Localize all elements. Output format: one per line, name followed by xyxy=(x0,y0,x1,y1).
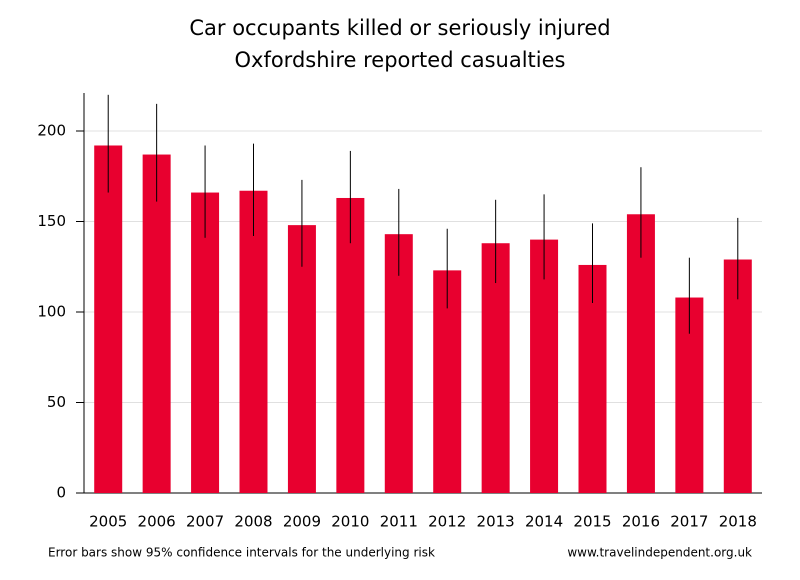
x-tick-label: 2006 xyxy=(138,513,176,531)
bar xyxy=(384,234,413,494)
chart-title: Car occupants killed or seriously injure… xyxy=(189,16,610,40)
x-tick-label: 2018 xyxy=(719,513,757,531)
bar xyxy=(481,243,510,493)
y-tick-label: 100 xyxy=(37,303,66,321)
x-tick-label: 2015 xyxy=(573,513,611,531)
footnote: Error bars show 95% confidence intervals… xyxy=(48,546,435,560)
bar xyxy=(142,154,171,494)
x-tick-label: 2005 xyxy=(89,513,127,531)
x-tick-label: 2010 xyxy=(331,513,369,531)
bar xyxy=(287,225,316,493)
y-tick-label: 150 xyxy=(37,212,66,230)
bar xyxy=(239,190,268,494)
x-tick-label: 2007 xyxy=(186,513,224,531)
bar xyxy=(578,264,607,493)
x-tick-label: 2009 xyxy=(283,513,321,531)
bar xyxy=(336,197,365,494)
x-tick-label: 2016 xyxy=(622,513,660,531)
y-tick-label: 50 xyxy=(47,393,66,411)
x-tick-label: 2012 xyxy=(428,513,466,531)
x-tick-label: 2014 xyxy=(525,513,563,531)
chart-subtitle: Oxfordshire reported casualties xyxy=(234,48,565,72)
bar xyxy=(191,192,220,493)
x-tick-label: 2013 xyxy=(477,513,515,531)
source: www.travelindependent.org.uk xyxy=(567,546,752,560)
x-tick-label: 2008 xyxy=(234,513,272,531)
bar xyxy=(94,145,123,493)
x-tick-label: 2011 xyxy=(380,513,418,531)
y-tick-label: 200 xyxy=(37,122,66,140)
bar xyxy=(626,214,655,493)
y-tick-label: 0 xyxy=(56,484,66,502)
x-tick-label: 2017 xyxy=(670,513,708,531)
bar xyxy=(530,239,559,493)
